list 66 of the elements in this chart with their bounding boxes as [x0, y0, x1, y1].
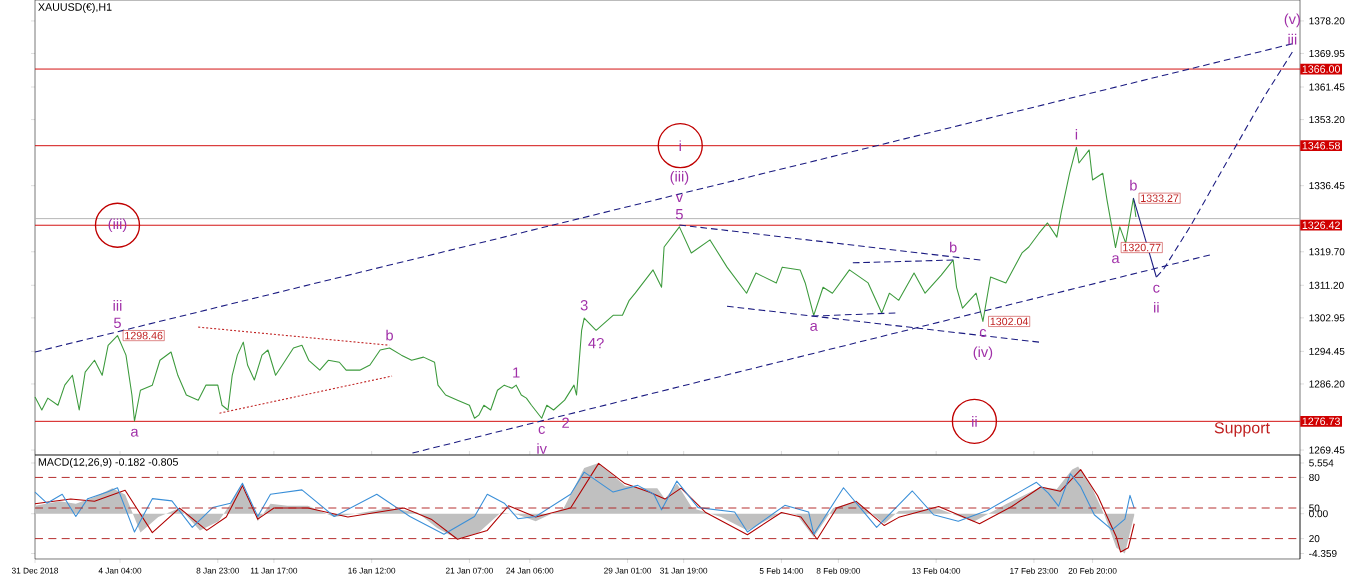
- y2-tick-label: 20: [1309, 535, 1320, 543]
- annotation: 5: [675, 209, 683, 220]
- annotation: 4?: [588, 337, 604, 349]
- annotation: b: [386, 329, 393, 341]
- y-tick-label: 1361.45: [1309, 83, 1345, 91]
- x-tick-label: 13 Feb 04:00: [912, 567, 961, 574]
- x-tick-label: 20 Feb 20:00: [1068, 567, 1117, 574]
- y2-tick-label: 50: [1309, 504, 1320, 512]
- annotation: c: [1153, 284, 1160, 293]
- annotation: a: [1112, 255, 1120, 264]
- y2-tick-label: 80: [1309, 473, 1320, 481]
- annotation: (iv): [973, 346, 993, 361]
- y-tick-label: 1269.45: [1309, 446, 1345, 454]
- annotation: 5: [113, 317, 121, 328]
- annotation: 1: [513, 367, 520, 378]
- y-tick-label: 5.554: [1309, 459, 1334, 467]
- y-tick-label: 1311.20: [1309, 281, 1344, 289]
- y-tick-label: 1353.20: [1309, 116, 1345, 124]
- annotation: i: [679, 140, 681, 151]
- y-tick-label: 1378.20: [1309, 17, 1345, 25]
- annotation: 3: [580, 300, 588, 311]
- x-tick-label: 4 Jan 04:00: [98, 567, 142, 574]
- ref-line-label: 1366.00: [1302, 65, 1340, 73]
- x-tick-label: 11 Jan 17:00: [250, 567, 298, 574]
- x-tick-label: 5 Feb 14:00: [759, 567, 804, 574]
- annotation: c: [538, 425, 545, 434]
- chart-title: XAUUSD(€),H1: [38, 2, 112, 13]
- annotation: iv: [537, 443, 547, 454]
- annotation: (iii): [670, 170, 689, 185]
- data-label: 1302.04: [990, 317, 1029, 326]
- y-tick-label: 0.00: [1309, 510, 1328, 518]
- annotation: a: [810, 322, 818, 331]
- x-tick-label: 8 Jan 23:00: [196, 567, 240, 574]
- y-tick-label: 1286.20: [1309, 380, 1345, 388]
- x-tick-label: 8 Feb 09:00: [816, 567, 861, 574]
- y-tick-label: 1336.45: [1309, 182, 1345, 190]
- x-tick-label: 21 Jan 07:00: [445, 567, 493, 574]
- x-tick-label: 31 Jan 19:00: [660, 567, 708, 574]
- ref-line-label: 1276.73: [1302, 417, 1340, 426]
- annotation: (v): [1284, 13, 1300, 28]
- y-tick-label: 1369.95: [1309, 49, 1345, 58]
- ref-line-label: 1326.42: [1302, 221, 1340, 230]
- x-tick-label: 24 Jan 06:00: [506, 567, 554, 574]
- data-label: 1333.27: [1141, 194, 1179, 202]
- annotation: i: [1075, 128, 1078, 140]
- annotation: iii: [1288, 33, 1297, 45]
- x-tick-label: 31 Dec 2018: [11, 567, 59, 574]
- annotation: a: [131, 428, 139, 437]
- data-label: 1320.77: [1123, 243, 1161, 252]
- data-label: 1298.46: [125, 331, 163, 340]
- annotation: ii: [1154, 301, 1159, 313]
- y-tick-label: 1294.45: [1309, 347, 1345, 355]
- annotation: b: [950, 241, 957, 253]
- annotation: ii: [972, 416, 977, 427]
- annotation: Support: [1214, 422, 1270, 437]
- y-tick-label: 1302.95: [1309, 314, 1345, 322]
- x-tick-label: 16 Jan 12:00: [348, 567, 396, 574]
- chart-title: MACD(12,26,9) -0.182 -0.805: [38, 457, 178, 468]
- x-tick-label: 17 Feb 23:00: [1010, 567, 1058, 574]
- annotation: b: [1130, 179, 1137, 191]
- x-tick-label: 29 Jan 01:00: [604, 567, 652, 574]
- y-tick-label: -4.359: [1309, 549, 1337, 558]
- annotation: iii: [113, 300, 122, 311]
- annotation: v: [675, 194, 684, 202]
- y-tick-label: 1319.70: [1309, 248, 1345, 256]
- ref-line-label: 1346.58: [1302, 141, 1340, 150]
